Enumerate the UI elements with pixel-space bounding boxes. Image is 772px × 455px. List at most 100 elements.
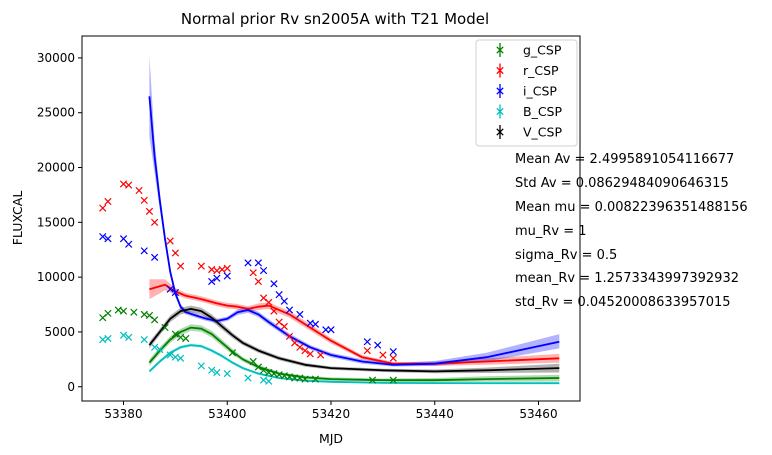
y-tick-label: 0 [67, 380, 75, 394]
data-point-b-csp [244, 374, 252, 382]
data-point-g-csp [259, 366, 268, 374]
annotation-mean-av: Mean Av = 2.4995891054116677 [515, 152, 735, 167]
data-point-i-csp [363, 338, 371, 346]
data-point-r-csp [301, 346, 309, 355]
data-point-i-csp [140, 247, 148, 255]
data-point-b-csp [156, 345, 164, 354]
data-point-g-csp [130, 308, 138, 316]
data-points [99, 180, 397, 385]
data-point-g-csp [249, 357, 257, 366]
data-point-r-csp [265, 298, 273, 306]
legend-label-r-csp: r_CSP [523, 63, 559, 78]
data-point-r-csp [285, 332, 294, 340]
data-point-i-csp [125, 240, 133, 248]
data-point-i-csp [104, 235, 112, 243]
x-tick-label: 53380 [104, 407, 142, 421]
data-point-i-csp [119, 235, 128, 243]
model-band-r-csp [149, 279, 560, 366]
data-point-g-csp [301, 375, 309, 383]
data-point-r-csp [249, 269, 257, 277]
data-point-i-csp [208, 277, 216, 286]
y-axis-label: FLUXCAL [10, 191, 25, 246]
legend-label-b-csp: B_CSP [523, 104, 562, 119]
data-point-b-csp [125, 333, 133, 342]
data-point-g-csp [161, 323, 169, 332]
data-point-g-csp [151, 316, 159, 324]
annotation-mu-rv: mu_Rv = 1 [515, 223, 587, 239]
data-point-r-csp [125, 181, 133, 189]
data-point-r-csp [254, 277, 262, 286]
legend-entry-i-csp: i_CSP [496, 84, 557, 99]
data-point-b-csp [265, 377, 273, 385]
chart-title: Normal prior Rv sn2005A with T21 Model [181, 10, 489, 28]
data-point-r-csp [270, 307, 278, 315]
data-point-i-csp [280, 297, 288, 305]
x-tick-label: 53440 [416, 407, 454, 421]
data-point-i-csp [223, 272, 231, 280]
data-point-i-csp [244, 259, 252, 267]
data-point-i-csp [166, 285, 174, 293]
model-lines [148, 96, 560, 385]
data-point-i-csp [322, 326, 330, 334]
data-point-r-csp [280, 322, 288, 331]
data-point-i-csp [374, 341, 382, 349]
data-point-r-csp [306, 350, 314, 358]
data-point-g-csp [182, 334, 190, 343]
data-point-g-csp [389, 376, 397, 384]
data-point-g-csp [311, 375, 320, 383]
data-point-g-csp [104, 309, 112, 317]
data-point-i-csp [213, 274, 221, 282]
data-point-r-csp [171, 249, 179, 257]
data-point-i-csp [285, 306, 294, 314]
y-tick-label: 25000 [37, 106, 75, 120]
data-point-r-csp [151, 218, 159, 226]
legend-marker-i-csp [496, 84, 504, 98]
legend-entry-b-csp: B_CSP [496, 104, 562, 119]
data-point-g-csp [119, 307, 128, 315]
data-point-g-csp [291, 374, 299, 382]
plot-area [99, 55, 560, 385]
data-point-b-csp [208, 366, 216, 374]
legend-box [475, 39, 578, 147]
data-point-g-csp [171, 330, 179, 338]
fit-annotations: Mean Av = 2.4995891054116677 Std Av = 0.… [515, 152, 748, 319]
data-point-i-csp [171, 288, 179, 297]
y-tick-label: 20000 [37, 161, 75, 175]
data-point-b-csp [197, 362, 205, 370]
data-point-b-csp [104, 334, 112, 343]
data-point-r-csp [176, 262, 185, 270]
model-band-v-csp [149, 305, 560, 374]
data-point-i-csp [327, 326, 335, 334]
data-point-b-csp [140, 335, 148, 344]
legend-marker-v-csp [496, 125, 504, 139]
legend-entry-v-csp: V_CSP [496, 125, 562, 140]
y-tick-label: 10000 [37, 270, 75, 284]
legend: g_CSP r_CSP i_CSP B_CSP V_CSP [475, 39, 578, 147]
data-point-r-csp [99, 204, 107, 212]
data-point-b-csp [166, 351, 174, 359]
y-tick-label: 15000 [37, 215, 75, 229]
legend-label-i-csp: i_CSP [523, 84, 557, 99]
legend-marker-b-csp [496, 104, 504, 119]
data-point-i-csp [99, 232, 107, 241]
data-point-i-csp [296, 310, 304, 319]
annotation-mean-rv: mean_Rv = 1.2573343997392932 [515, 271, 739, 287]
legend-entries: g_CSP r_CSP i_CSP B_CSP V_CSP [496, 43, 562, 140]
annotation-sigma-rv: sigma_Rv = 0.5 [515, 247, 618, 263]
x-tick-label: 53400 [208, 407, 246, 421]
data-point-g-csp [228, 349, 237, 357]
data-point-i-csp [270, 280, 278, 288]
legend-marker-r-csp [496, 63, 504, 78]
model-line-i-csp [148, 96, 560, 366]
data-point-r-csp [317, 351, 325, 359]
data-point-r-csp [379, 351, 387, 359]
data-point-r-csp [197, 262, 205, 270]
model-line-g-csp [148, 326, 560, 382]
data-point-b-csp [213, 368, 221, 377]
data-point-i-csp [151, 253, 159, 262]
data-point-i-csp [275, 291, 283, 299]
y-tick-label: 5000 [44, 325, 75, 339]
data-point-i-csp [259, 266, 268, 275]
data-point-b-csp [176, 354, 185, 362]
